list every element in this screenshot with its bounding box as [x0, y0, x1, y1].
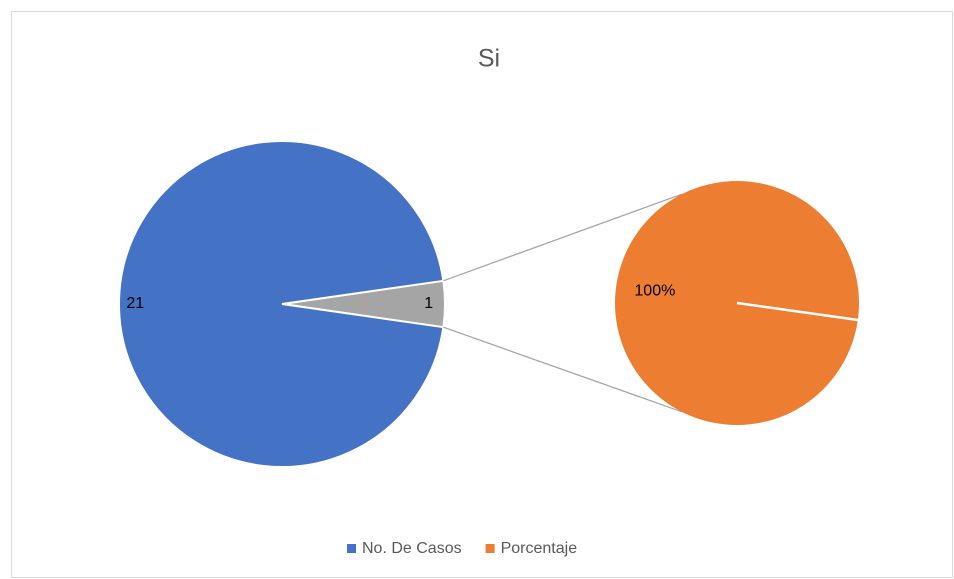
data-label: 21	[126, 295, 144, 312]
data-label: 100%	[634, 283, 675, 300]
pie-slice	[118, 140, 445, 468]
slice-edge	[736, 301, 859, 322]
data-label: 1	[424, 295, 433, 312]
chart-title: Si	[478, 45, 500, 73]
legend-swatch	[485, 544, 495, 553]
legend-label: Porcentaje	[501, 540, 578, 557]
connector	[443, 326, 683, 413]
connector	[443, 193, 683, 282]
legend-swatch	[347, 544, 356, 553]
legend-label: No. De Casos	[362, 540, 462, 557]
